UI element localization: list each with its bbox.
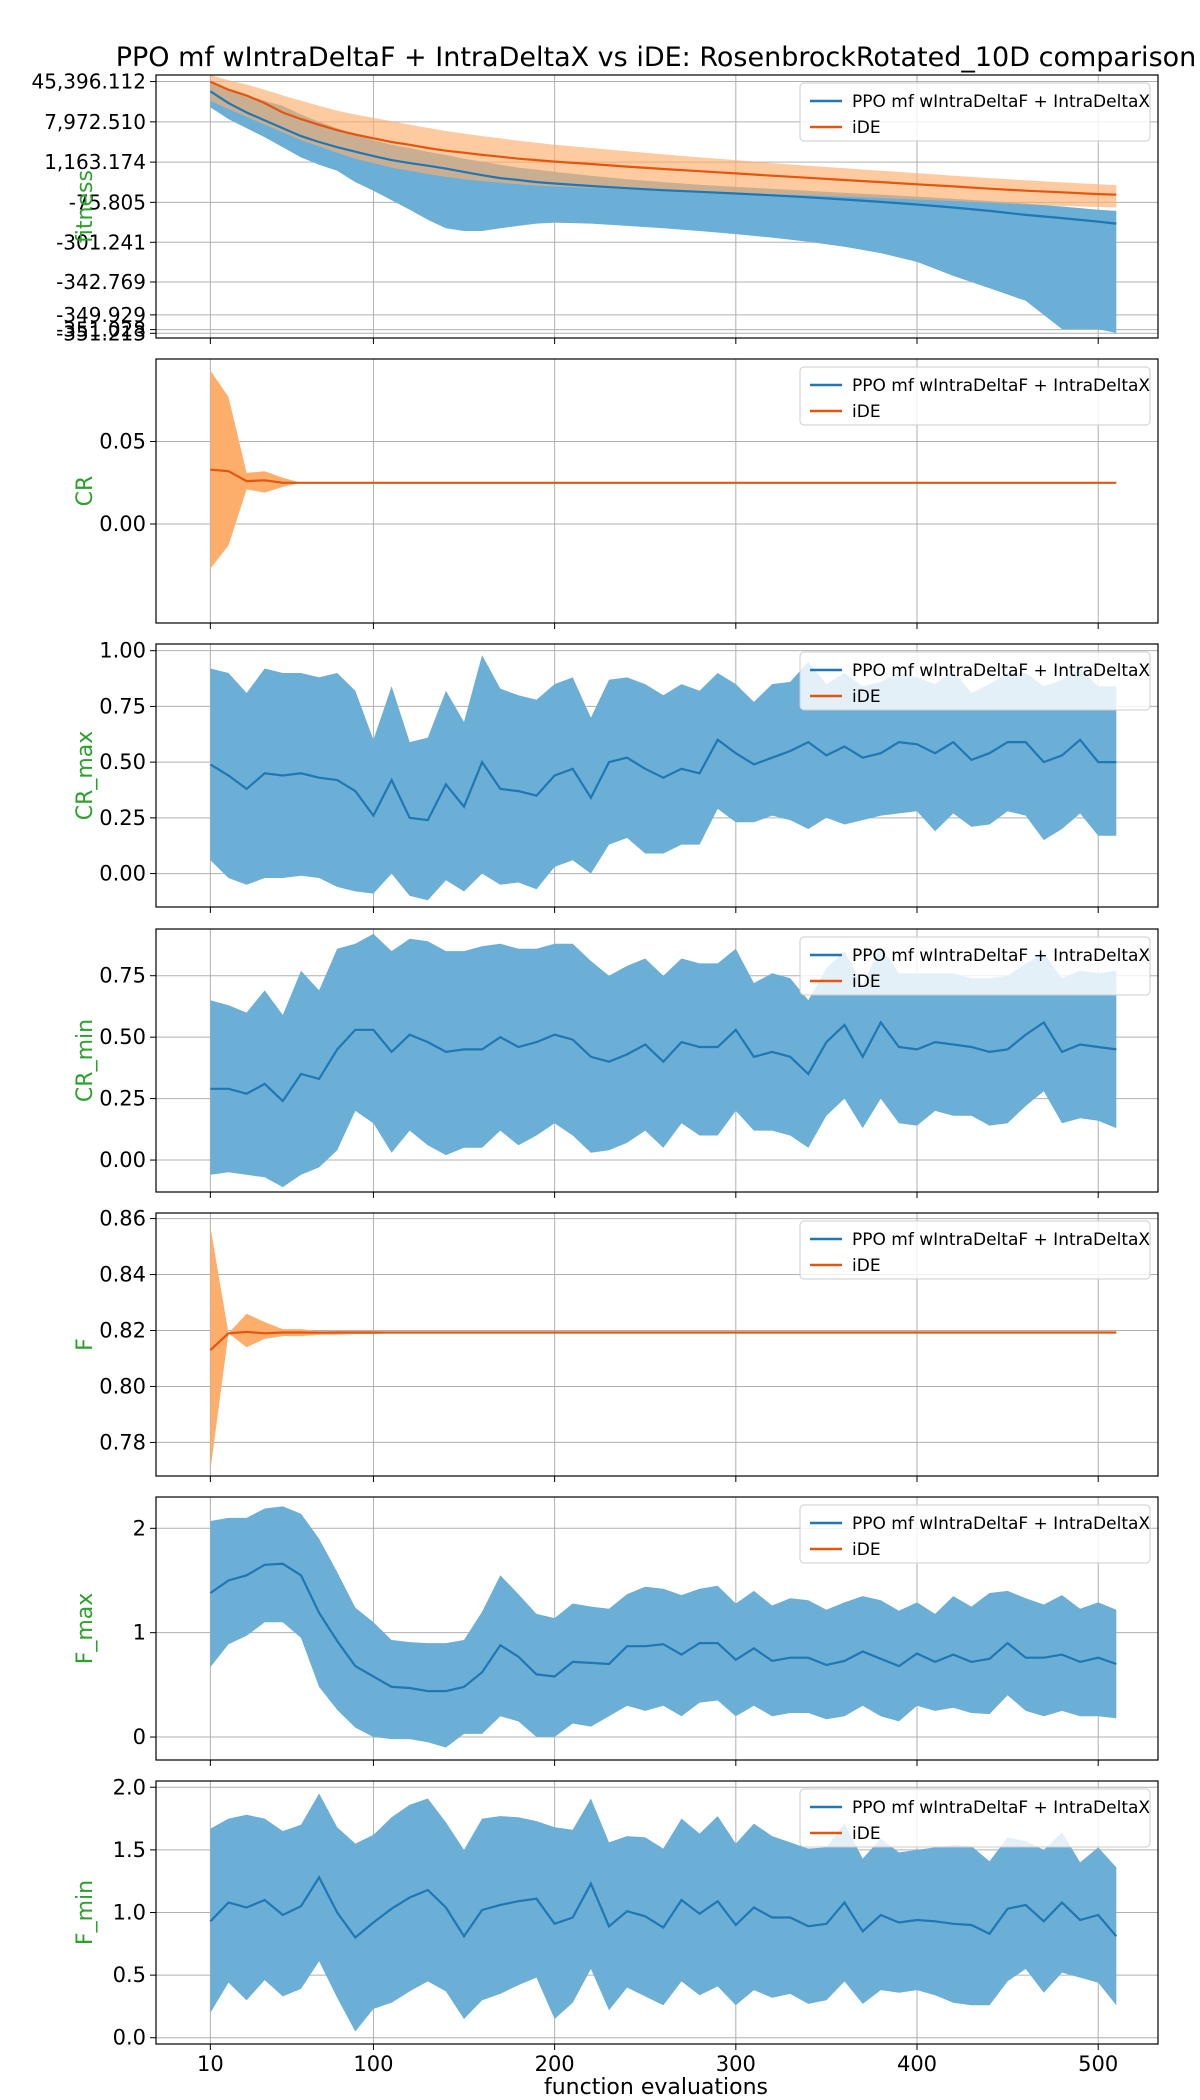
legend-box [799,1504,1151,1564]
line-ppo [209,1875,1118,1940]
legend-box [799,1788,1151,1848]
y-axis-label: F [73,1338,98,1351]
y-tick-label: -75.805 [69,190,146,214]
x-tick-label: 10 [197,2052,224,2076]
panel-F: 0.78 0.80 0.82 0.84 0.86 F PPO mf wIntraDeltaF… [73,1207,1159,1482]
y-tick-label: -351.028 [56,318,146,342]
y-tick-label: 1.5 [113,1838,146,1862]
legend-label: iDE [852,118,881,138]
legend-label: iDE [852,1824,881,1844]
panel-CR_max: 0.00 0.25 0.50 0.75 1.00 CR_max PPO mf wIntraD… [73,639,1159,913]
y-tick-label: 1,163.174 [44,150,146,174]
panel-fitness: 45,396.112 7,972.510 1,163.174 -75.805 -301.… [31,70,1159,345]
plot-frame [155,358,1159,624]
y-tick-label: -351.213 [56,321,146,345]
plot-frame [155,928,1159,1193]
y-tick-label: 0.80 [99,1374,146,1398]
y-tick-label: 0.50 [99,750,146,774]
y-tick-label: 0.25 [99,1087,146,1111]
y-tick-label: 0.00 [99,862,146,886]
legend-label: iDE [852,687,881,707]
plot-frame [155,1212,1159,1477]
y-tick-label: -349.929 [56,303,146,327]
band-ppo [210,1793,1117,2032]
x-tick-label: 500 [1078,2052,1118,2076]
y-tick-label: 1 [133,1621,146,1645]
line-ppo [210,1020,1117,1103]
y-tick-label: 0.78 [99,1430,146,1454]
legend-label: iDE [852,402,881,422]
line-ide [209,80,1117,196]
plot-frame [155,1496,1159,1761]
y-axis-label: F_min [73,1880,98,1945]
line-ppo [209,90,1117,225]
y-tick-label: -301.241 [56,230,146,254]
x-tick-label: 400 [897,2052,937,2076]
y-tick-label: 0.75 [99,694,146,718]
legend-label: PPO mf wIntraDeltaF + IntraDeltaX [852,1798,1150,1818]
y-axis-label: CR [73,476,98,507]
line-ide [209,1330,1117,1351]
y-tick-label: 2 [133,1516,146,1540]
band-ppo [210,1506,1117,1748]
legend-label: PPO mf wIntraDeltaF + IntraDeltaX [852,376,1150,396]
y-tick-label: 7,972.510 [44,110,146,134]
y-axis-label: CR_max [73,731,98,821]
line-ppo [209,738,1117,822]
x-tick-label: 300 [716,2052,756,2076]
legend-box [799,936,1151,996]
y-tick-label: 0.05 [99,430,146,454]
legend-label: PPO mf wIntraDeltaF + IntraDeltaX [852,1514,1150,1534]
y-tick-label: 0.5 [113,1963,146,1987]
legend-box [799,651,1151,711]
y-tick-label: 0.75 [99,964,146,988]
panels: 45,396.112 7,972.510 1,163.174 -75.805 -301.… [31,70,1159,2076]
band-ppo [210,81,1117,333]
legend-box [799,366,1151,426]
y-tick-label: 0.84 [99,1263,146,1287]
band-ide [210,75,1117,208]
legend-label: PPO mf wIntraDeltaF + IntraDeltaX [852,946,1150,966]
legend-box [799,1220,1151,1280]
figure-title: PPO mf wIntraDeltaF + IntraDeltaX vs iDE… [116,42,1197,73]
y-axis-label: CR_min [73,1019,98,1102]
x-tick-label: 200 [535,2052,575,2076]
y-tick-label: 0.86 [99,1207,146,1231]
y-tick-label: 0.00 [99,1148,146,1172]
y-tick-label: 45,396.112 [31,70,146,94]
y-tick-label: 2.0 [113,1775,146,1799]
x-tick-label: 100 [353,2052,393,2076]
legend-label: PPO mf wIntraDeltaF + IntraDeltaX [852,92,1150,112]
y-tick-label: 0.25 [99,806,146,830]
legend-label: iDE [852,972,881,992]
y-tick-label: 1.0 [113,1901,146,1925]
y-tick-label: 1.00 [99,639,146,663]
line-ppo [209,1562,1117,1693]
legend-label: iDE [852,1540,881,1560]
y-tick-label: 0 [133,1725,146,1749]
y-axis-label: F_max [73,1593,98,1665]
y-axis-label: fitness [73,170,98,243]
plot-frame [155,643,1159,908]
x-axis-label: function evaluations [544,2075,768,2100]
legend-label: PPO mf wIntraDeltaF + IntraDeltaX [852,1230,1150,1250]
panel-F_max: 0 1 2 F_max PPO mf wIntraDeltaF + IntraDelta… [73,1496,1159,1766]
plot-frame [155,74,1159,339]
legend-label: PPO mf wIntraDeltaF + IntraDeltaX [852,661,1150,681]
line-ide [210,468,1117,484]
legend-label: iDE [852,1256,881,1276]
y-tick-label: 0.50 [99,1025,146,1049]
y-tick-label: 0.0 [113,2026,146,2050]
panel-CR_min: 0.00 0.25 0.50 0.75 CR_min PPO mf wIntraDelta… [73,928,1159,1198]
y-tick-label: 0.82 [99,1319,146,1343]
y-tick-label: 0.00 [99,512,146,536]
panel-F_min: 0.0 0.5 1.0 1.5 2.0 10 100 200 300 400 500 F_min PPO… [73,1775,1159,2076]
legend-box [799,82,1151,142]
y-tick-label: -342.769 [56,270,146,294]
